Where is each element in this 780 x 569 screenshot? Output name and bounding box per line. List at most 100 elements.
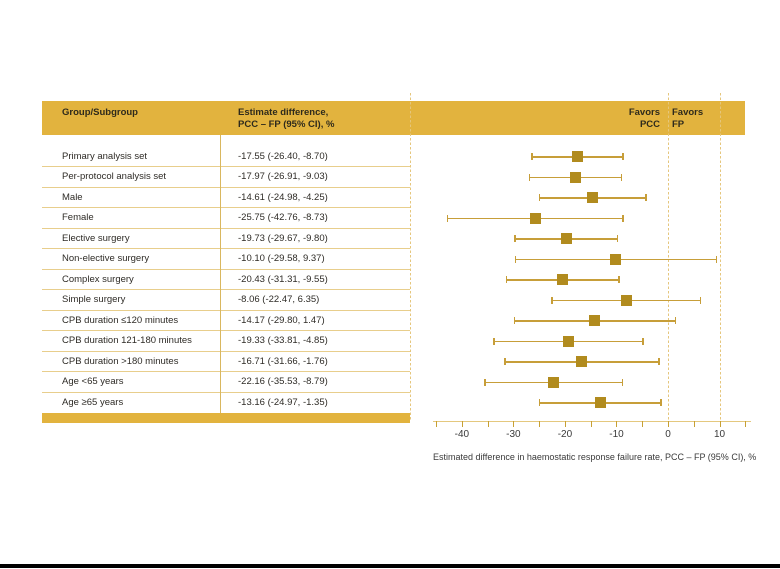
axis-tick (719, 421, 721, 427)
table-row: Complex surgery -20.43 (-31.31, -9.55) (42, 270, 410, 290)
table-footer-bar (42, 413, 410, 423)
ci-end-cap (645, 194, 647, 202)
table-row: Per-protocol analysis set -17.97 (-26.91,… (42, 167, 410, 188)
ci-end-cap (538, 399, 541, 407)
ci-end-cap (528, 173, 531, 181)
subgroup-label: CPB duration ≤120 minutes (62, 314, 179, 326)
axis-tick-label: -10 (609, 429, 624, 440)
estimate-value: -17.97 (-26.91, -9.03) (238, 171, 328, 183)
axis-tick (564, 421, 566, 427)
point-estimate-marker (560, 233, 572, 245)
subgroup-label: CPB duration 121-180 minutes (62, 335, 192, 347)
table-row: Non-elective surgery -10.10 (-29.58, 9.37… (42, 249, 410, 270)
ci-end-cap (618, 276, 620, 284)
estimate-value: -17.55 (-26.40, -8.70) (238, 150, 328, 162)
estimate-value: -13.16 (-24.97, -1.35) (238, 397, 328, 409)
column-header-estimate-line1: Estimate difference, (238, 107, 329, 118)
point-estimate-marker (529, 212, 541, 224)
x-axis-title: Estimated difference in haemostatic resp… (433, 452, 757, 462)
table-row: Simple surgery -8.06 (-22.47, 6.35) (42, 290, 410, 311)
axis-tick (461, 421, 463, 427)
subgroup-table: Primary analysis set -17.55 (-26.40, -8.7… (42, 147, 410, 414)
axis-tick (590, 421, 592, 427)
favors-fp-label: Favors FP (672, 107, 704, 130)
point-estimate-marker (562, 335, 574, 347)
axis-tick (642, 421, 644, 427)
estimate-value: -19.73 (-29.67, -9.80) (238, 232, 328, 244)
subgroup-label: Simple surgery (62, 294, 126, 306)
ci-end-cap (446, 214, 449, 222)
estimate-value: -22.16 (-35.53, -8.79) (238, 376, 328, 388)
point-estimate-marker (587, 192, 599, 204)
ci-end-cap (493, 337, 495, 345)
column-header-estimate: Estimate difference, PCC – FP (95% CI), … (238, 107, 334, 131)
table-row: Elective surgery -19.73 (-29.67, -9.80) (42, 229, 410, 249)
ci-end-cap (622, 153, 624, 161)
axis-tick-label: -30 (506, 429, 521, 440)
ci-end-cap (622, 214, 624, 222)
reference-dashed-line-0 (668, 93, 670, 421)
point-estimate-marker (620, 294, 632, 306)
axis-tick (668, 421, 670, 427)
axis-tick-label: -20 (557, 429, 573, 440)
axis-tick (539, 421, 541, 427)
table-row: CPB duration ≤120 minutes -14.17 (-29.80,… (42, 311, 410, 331)
point-estimate-marker (594, 397, 606, 409)
subgroup-label: Elective surgery (62, 232, 130, 244)
subgroup-label: Primary analysis set (62, 150, 147, 162)
estimate-value: -10.10 (-29.58, 9.37) (238, 253, 325, 265)
table-row: Age ≥65 years -13.16 (-24.97, -1.35) (42, 393, 410, 414)
ci-end-cap (658, 358, 660, 366)
axis-tick-label: 10 (713, 429, 726, 440)
subgroup-label: CPB duration >180 minutes (62, 355, 179, 367)
subgroup-label: Age <65 years (62, 376, 124, 388)
subgroup-label: Non-elective surgery (62, 253, 150, 265)
estimate-value: -14.61 (-24.98, -4.25) (238, 191, 328, 203)
column-header-group: Group/Subgroup (62, 107, 138, 118)
estimate-value: -19.33 (-33.81, -4.85) (238, 335, 328, 347)
ci-end-cap (504, 358, 506, 366)
ci-end-cap (505, 276, 508, 284)
favors-pcc-label: Favors PCC (628, 107, 660, 130)
point-estimate-marker (610, 253, 622, 265)
ci-end-cap (531, 153, 533, 161)
ci-end-cap (620, 173, 623, 181)
point-estimate-marker (548, 376, 560, 388)
ci-end-cap (715, 255, 718, 263)
plot-left-boundary-dashed-line (410, 93, 411, 421)
point-estimate-marker (569, 171, 581, 183)
ci-end-cap (484, 378, 486, 386)
subgroup-label: Per-protocol analysis set (62, 171, 167, 183)
subgroup-label: Male (62, 191, 83, 203)
x-axis-line (433, 421, 751, 422)
table-row: Age <65 years -22.16 (-35.53, -8.79) (42, 372, 410, 393)
point-estimate-marker (557, 274, 569, 286)
table-row: CPB duration 121-180 minutes -19.33 (-33.… (42, 331, 410, 352)
ci-end-cap (513, 317, 516, 325)
ci-end-cap (538, 194, 541, 202)
table-row: CPB duration >180 minutes -16.71 (-31.66,… (42, 352, 410, 372)
axis-tick-label: -40 (454, 429, 470, 440)
ci-end-cap (674, 317, 677, 325)
estimate-value: -25.75 (-42.76, -8.73) (238, 212, 328, 224)
axis-tick (693, 421, 695, 427)
ci-end-cap (642, 337, 644, 345)
estimate-value: -14.17 (-29.80, 1.47) (238, 314, 325, 326)
axis-tick (436, 421, 438, 427)
ci-end-cap (616, 235, 619, 243)
estimate-value: -16.71 (-31.66, -1.76) (238, 355, 328, 367)
estimate-value: -8.06 (-22.47, 6.35) (238, 294, 320, 306)
bottom-black-strip (0, 564, 780, 568)
estimate-value: -20.43 (-31.31, -9.55) (238, 273, 328, 285)
subgroup-label: Female (62, 212, 94, 224)
point-estimate-marker (572, 151, 584, 163)
ci-end-cap (621, 378, 624, 386)
table-row: Primary analysis set -17.55 (-26.40, -8.7… (42, 147, 410, 167)
ci-end-cap (551, 296, 553, 304)
header-band: Group/Subgroup Estimate difference, PCC … (42, 101, 745, 135)
ci-end-cap (660, 399, 662, 407)
subgroup-label: Complex surgery (62, 273, 134, 285)
column-header-estimate-line2: PCC – FP (95% CI), % (238, 119, 335, 130)
point-estimate-marker (589, 315, 601, 327)
